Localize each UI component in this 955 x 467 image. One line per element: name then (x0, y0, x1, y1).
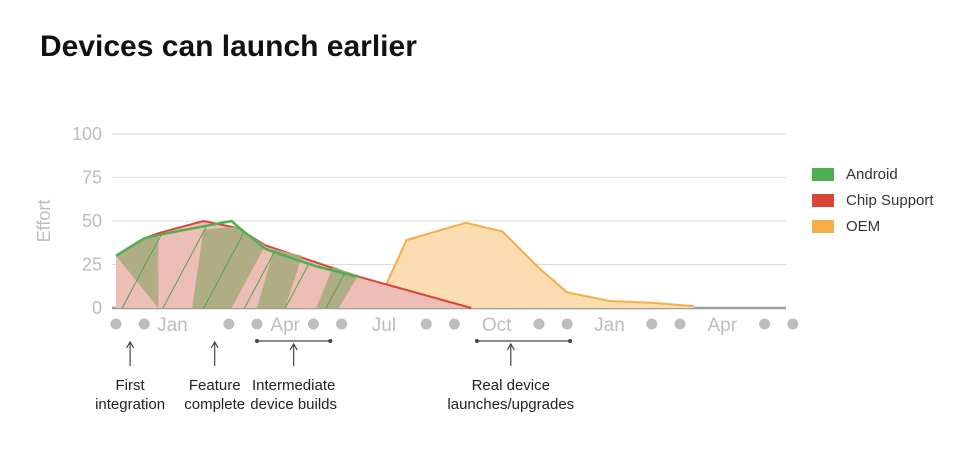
page-title: Devices can launch earlier (40, 30, 417, 63)
x-axis-dot (759, 318, 771, 330)
annotation-1-arrow-head (126, 340, 135, 349)
x-tick-label-apr: Apr (708, 315, 738, 336)
annotation-2-arrow-head (210, 340, 219, 349)
legend-label-oem: OEM (846, 217, 881, 235)
annotation-1-label: First (116, 377, 146, 394)
x-tick-label-jan: Jan (157, 315, 188, 336)
annotation-3-bracket-end (328, 339, 333, 343)
x-axis-dot (674, 318, 686, 330)
legend-label-chip-support: Chip Support (846, 191, 934, 209)
x-axis-dot (420, 318, 432, 330)
legend-item-chip-support: Chip Support (812, 187, 934, 213)
legend-label-android: Android (846, 165, 898, 183)
legend-swatch-oem (812, 219, 834, 233)
android-line (115, 219, 359, 278)
y-tick-label: 50 (82, 211, 102, 231)
annotation-4-arrow-head (506, 342, 515, 351)
x-axis-dot (251, 318, 263, 330)
x-tick-label-jan: Jan (594, 315, 625, 336)
oem-line (374, 221, 695, 309)
legend-item-oem: OEM (812, 213, 934, 239)
x-axis-dot (110, 318, 122, 330)
y-tick-label: 75 (82, 168, 102, 188)
annotation-4-bracket-end (474, 339, 479, 343)
x-tick-label-oct: Oct (482, 315, 512, 336)
x-axis-dot (787, 318, 799, 330)
annotation-4-bracket-end (568, 339, 573, 343)
y-tick-label: 0 (92, 298, 102, 318)
x-axis-dot (307, 318, 319, 330)
x-axis-dot (336, 318, 348, 330)
x-axis-dot (561, 318, 573, 330)
x-axis-dot (646, 318, 658, 330)
y-tick-label: 100 (72, 124, 102, 144)
annotation-3-label: Intermediate (252, 377, 335, 394)
legend-item-android: Android (812, 161, 934, 187)
annotation-2-label: Feature (189, 377, 241, 394)
x-tick-label-apr: Apr (270, 315, 300, 336)
oem-area (375, 222, 695, 308)
annotation-3-bracket-end (255, 339, 259, 343)
x-axis-dot (138, 318, 150, 330)
y-tick-label: 25 (82, 255, 102, 275)
annotation-2-label: complete (184, 396, 245, 413)
x-tick-label-jul: Jul (372, 315, 396, 336)
annotation-3-arrow-head (289, 342, 298, 351)
annotation-4-label: Real device (472, 377, 550, 394)
annotation-4-label: launches/upgrades (447, 396, 574, 413)
x-axis-dot (533, 318, 545, 330)
x-axis-dot (223, 318, 235, 330)
legend-swatch-chip-support (812, 193, 834, 207)
android-hatch (116, 221, 359, 308)
annotation-1-label: integration (95, 396, 165, 413)
legend-swatch-android (812, 167, 834, 181)
y-axis-label: Effort (34, 200, 54, 243)
x-axis-dot (448, 318, 460, 330)
annotation-3-label: device builds (250, 396, 337, 413)
legend: Android Chip Support OEM (812, 161, 934, 239)
